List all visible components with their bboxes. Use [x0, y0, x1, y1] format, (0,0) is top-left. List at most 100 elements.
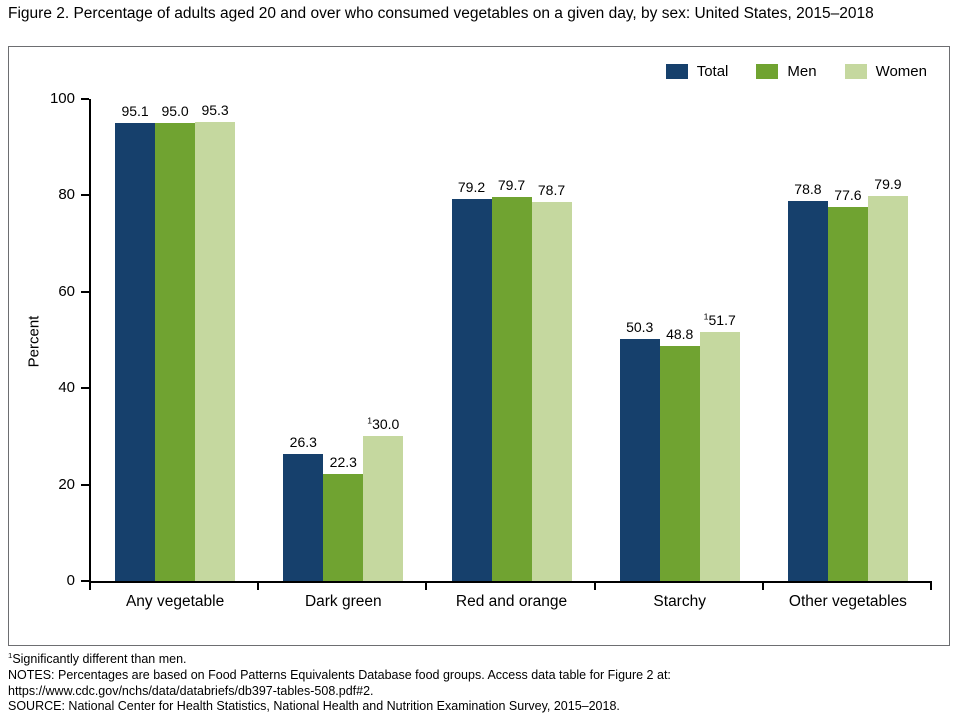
x-category-label: Other vegetables [788, 593, 907, 610]
bar [283, 454, 324, 581]
y-tick [81, 387, 89, 390]
bar-value-label: 95.0 [161, 103, 189, 120]
bar-slot: 26.3 [283, 99, 324, 581]
bar [867, 195, 908, 581]
bar [619, 338, 660, 581]
bar-slot: 95.1 [115, 99, 156, 581]
bar [659, 345, 700, 581]
bar-value-label: 26.3 [289, 434, 317, 451]
x-category-label: Starchy [653, 593, 706, 610]
bar-slot: 95.0 [155, 99, 196, 581]
bar-value-label: 50.3 [626, 318, 654, 335]
bar [531, 201, 572, 581]
bar-slot: 77.6 [827, 99, 868, 581]
x-category-label: Dark green [304, 593, 382, 610]
y-tick [81, 290, 89, 293]
legend-label: Men [787, 63, 817, 80]
bar-value-label: 79.2 [457, 179, 486, 196]
legend-label: Women [875, 63, 927, 80]
x-tick [593, 581, 596, 590]
x-category-label: Any vegetable [125, 593, 225, 610]
bar-slot: 78.8 [787, 99, 828, 581]
bar-slot: 48.8 [659, 99, 700, 581]
bar-slot: 95.3 [195, 99, 236, 581]
significance-marker: 1 [703, 311, 709, 322]
x-tick [257, 581, 260, 590]
x-category-label: Red and orange [455, 593, 568, 610]
legend-item-men: Men [756, 63, 817, 80]
footnote-notes: NOTES: Percentages are based on Food Pat… [8, 667, 671, 682]
bar [699, 331, 740, 581]
bar-slot: 79.2 [451, 99, 492, 581]
bar-value-label: 48.8 [666, 325, 694, 342]
y-tick-label: 0 [66, 572, 75, 589]
y-tick [81, 98, 89, 100]
bar-slot: 79.9 [867, 99, 908, 581]
bar [363, 436, 404, 581]
bar-value-label: 22.3 [329, 453, 357, 470]
bar-value-label: 77.6 [834, 186, 862, 203]
bar [155, 123, 196, 581]
bar [827, 206, 868, 581]
bar [115, 122, 156, 581]
y-axis: 0 20 40 60 80 100 [50, 90, 932, 590]
bar-group: 95.1 95.0 95.3 [91, 99, 259, 581]
bar-value-label: 95.3 [201, 101, 229, 118]
x-tick [89, 581, 91, 590]
significance-marker: 1 [367, 415, 373, 426]
y-tick-label: 80 [58, 186, 75, 204]
legend-swatch-total [665, 64, 688, 79]
y-axis-title: Percent [25, 315, 43, 367]
legend-swatch-women [844, 64, 867, 79]
bar-value-label: 151.7 [703, 311, 736, 328]
footnote-sig-text: Significantly different than men. [12, 652, 187, 666]
bar-value-label: 79.9 [874, 175, 902, 192]
x-tick [425, 581, 428, 590]
y-tick [81, 580, 89, 582]
legend: Total Men Women [665, 63, 927, 80]
y-tick-label: 20 [58, 475, 75, 493]
x-category-labels: Any vegetable Dark green Red and orange Sta… [91, 593, 932, 611]
bar [451, 199, 492, 581]
plot-area: 0 20 40 60 80 100 95.1 95.0 95.3 26.3 22.3 130.0 79… [50, 90, 932, 610]
x-tick [761, 581, 764, 590]
legend-swatch-men [756, 64, 779, 79]
bar-slot: 22.3 [323, 99, 364, 581]
bar-slot: 79.7 [491, 99, 532, 581]
bar-value-label: 130.0 [367, 415, 400, 433]
bar-group: 78.8 77.6 79.9 [764, 99, 932, 581]
bar [491, 196, 532, 581]
bar-slot: 50.3 [619, 99, 660, 581]
y-tick [81, 483, 89, 486]
bar [323, 473, 364, 581]
bar-value-label: 79.7 [497, 176, 526, 193]
bar-value-label: 78.8 [794, 181, 822, 198]
footnotes: 1Significantly different than men. NOTES… [8, 650, 671, 715]
footnote-significance: 1Significantly different than men. [8, 650, 671, 668]
footnote-source: SOURCE: National Center for Health Stati… [8, 699, 620, 714]
bar-group: 26.3 22.3 130.0 [259, 99, 427, 581]
bar-value-label: 78.7 [537, 181, 566, 198]
figure-title: Figure 2. Percentage of adults aged 20 a… [8, 5, 874, 22]
legend-label: Total [696, 63, 729, 80]
legend-item-total: Total [665, 63, 729, 80]
footnote-sup: 1 [8, 650, 13, 660]
legend-item-women: Women [844, 63, 927, 80]
bar-slot: 78.7 [531, 99, 572, 581]
figure-panel: Total Men Women Percent 0 20 40 60 80 100 95.1 9… [8, 46, 950, 646]
bar-value-label: 95.1 [121, 102, 149, 119]
bar-group: 79.2 79.7 78.7 [427, 99, 595, 581]
bar [195, 121, 236, 581]
bar-groups: 95.1 95.0 95.3 26.3 22.3 130.0 79.2 79.7 78.7 50.… [91, 99, 932, 581]
x-tick [930, 581, 932, 590]
bar-slot: 130.0 [363, 99, 404, 581]
y-axis-title-wrap: Percent [23, 99, 45, 583]
y-tick-label: 40 [58, 379, 75, 397]
data-table-url[interactable]: https://www.cdc.gov/nchs/data/databriefs… [8, 683, 374, 698]
y-tick-label: 100 [49, 90, 75, 107]
bar-group: 50.3 48.8 151.7 [596, 99, 764, 581]
y-tick [81, 194, 89, 197]
y-tick-label: 60 [58, 282, 75, 300]
bar [787, 201, 828, 581]
bar-slot: 151.7 [699, 99, 740, 581]
